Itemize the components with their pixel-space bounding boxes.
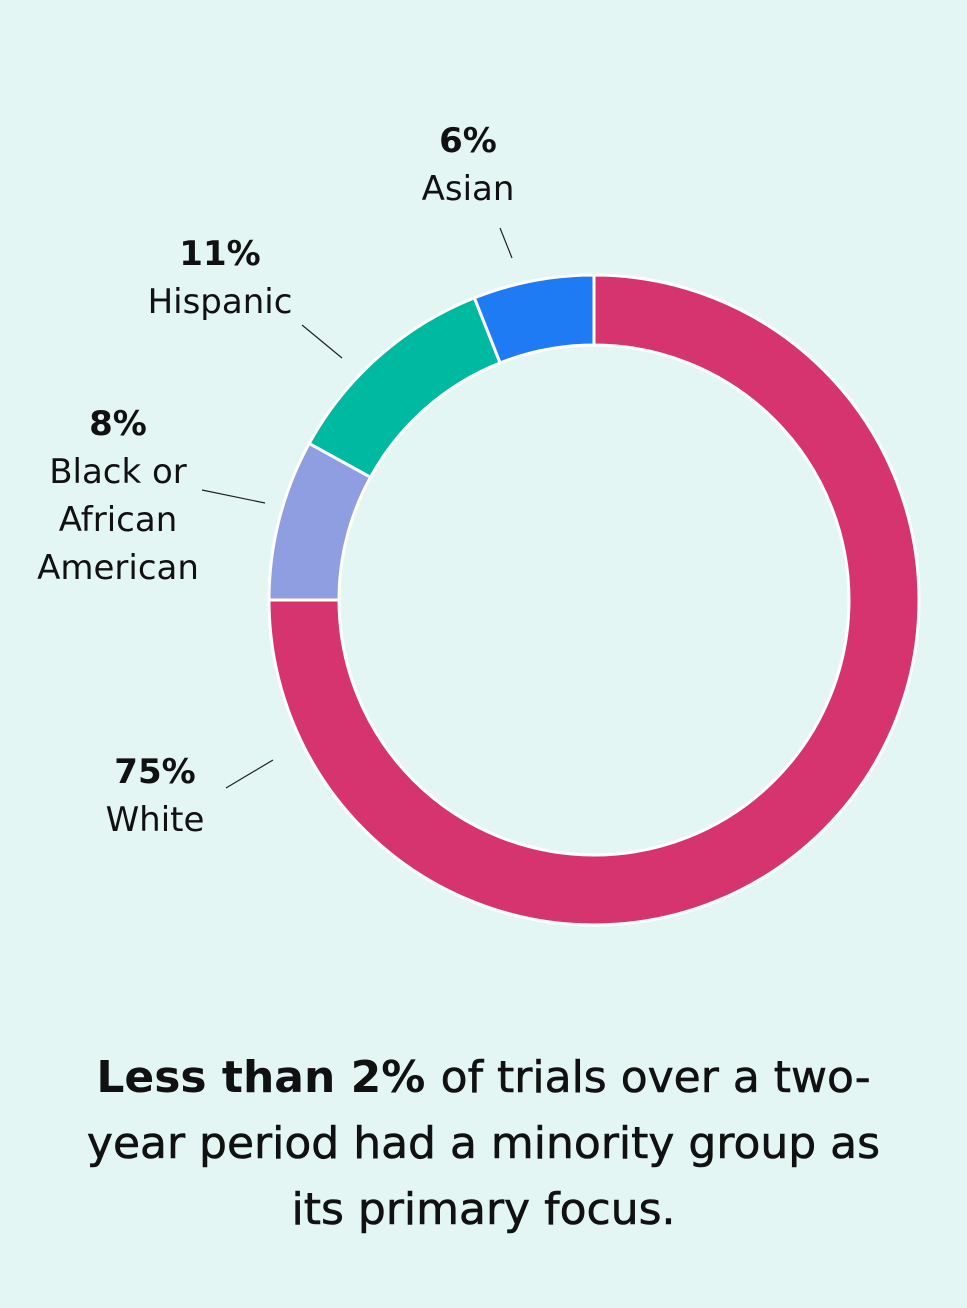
value-label: 11% — [179, 234, 261, 274]
donut-slice — [267, 273, 921, 927]
slice-label: 75% White — [55, 748, 255, 844]
category-label: Hispanic — [147, 282, 293, 322]
leader-line — [499, 227, 513, 259]
slice-label: 6% Asian — [368, 117, 568, 213]
caption-bold: Less than 2% — [96, 1052, 426, 1103]
leader-line — [201, 489, 266, 504]
donut-slice — [307, 295, 503, 480]
leader-line — [301, 324, 343, 359]
caption: Less than 2% of trials over a two-year p… — [60, 1045, 907, 1243]
slice-label: 11% Hispanic — [120, 230, 320, 326]
caption-text: of trials over a two-year period had a m… — [86, 1052, 881, 1236]
value-label: 75% — [114, 752, 196, 792]
leader-line — [225, 759, 274, 789]
leader-lines — [201, 227, 513, 789]
donut-slice — [472, 273, 596, 365]
slice-label: 8% Black or African American — [23, 400, 213, 592]
category-label: Black or African American — [37, 452, 199, 588]
value-label: 8% — [89, 404, 147, 444]
value-label: 6% — [439, 121, 497, 161]
category-label: Asian — [421, 169, 515, 209]
category-label: White — [105, 800, 205, 840]
